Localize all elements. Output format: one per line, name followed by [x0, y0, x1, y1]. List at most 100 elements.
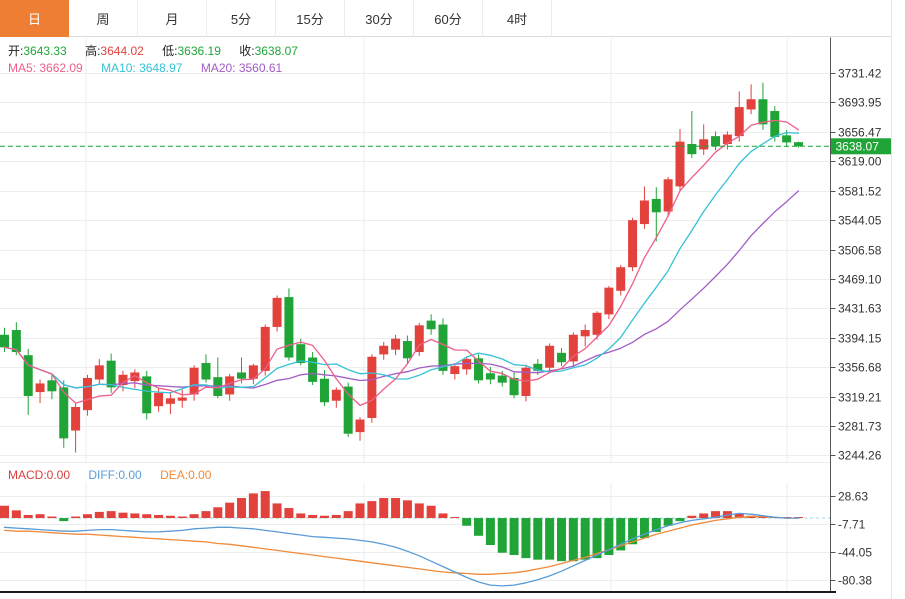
- candle-up: [616, 267, 626, 291]
- candle-up: [414, 325, 424, 353]
- macd-bar-up: [154, 514, 164, 519]
- macd-bar-up: [0, 505, 9, 519]
- candle-down: [533, 363, 543, 371]
- macd-bar-down: [497, 518, 507, 553]
- price-axis-label: 3469.10: [838, 273, 882, 287]
- macd-bar-up: [47, 516, 57, 519]
- candle-up: [462, 359, 472, 370]
- macd-bar-up: [130, 513, 140, 519]
- candle-down: [11, 330, 21, 353]
- macd-bar-up: [296, 513, 306, 519]
- candle-up: [82, 377, 92, 411]
- candle-down: [23, 355, 33, 396]
- candle-up: [118, 374, 128, 386]
- candle-down: [142, 376, 152, 414]
- candle-up: [580, 330, 590, 337]
- candle-up: [391, 338, 401, 350]
- candle-up: [592, 312, 602, 335]
- macd-bar-up: [142, 514, 152, 519]
- candle-down: [0, 334, 9, 348]
- candles-layer: [0, 82, 803, 453]
- ohlc-info: 开:3643.33 高:3644.02 低:3636.19 收:3638.07: [8, 42, 313, 59]
- current-price-badge: 3638.07: [831, 138, 891, 155]
- macd-bar-up: [71, 516, 81, 519]
- timeframe-tabbar: 日周月 5分 15分 30分 60分 4时: [0, 0, 891, 37]
- candle-up: [746, 99, 756, 110]
- price-axis-label: 3431.63: [838, 302, 882, 316]
- macd-bar-up: [391, 498, 401, 519]
- candle-up: [450, 366, 460, 375]
- macd-info: MACD:0.00 DIFF:0.00 DEA:0.00: [8, 468, 226, 482]
- ma-info: MA5: 3662.09 MA10: 3648.97 MA20: 3560.61: [8, 61, 297, 75]
- macd-bar-down: [663, 518, 673, 526]
- timeframe-tab-6[interactable]: 30分: [345, 0, 414, 37]
- candle-down: [319, 378, 329, 403]
- macd-bar-up: [414, 503, 424, 519]
- candle-down: [296, 344, 306, 364]
- macd-bar-up: [237, 498, 247, 519]
- macd-bar-down: [474, 518, 484, 536]
- candle-up: [663, 179, 673, 212]
- macd-bar-up: [402, 500, 412, 519]
- macd-bar-down: [556, 518, 566, 562]
- macd-bar-up: [94, 511, 104, 519]
- candle-up: [130, 372, 140, 382]
- candle-down: [758, 99, 768, 125]
- macd-bar-up: [11, 510, 21, 519]
- timeframe-tab-7[interactable]: 60分: [414, 0, 483, 37]
- macd-axis-label: -80.38: [838, 574, 872, 588]
- price-axis-label: 3506.58: [838, 244, 882, 258]
- candle-up: [35, 383, 45, 393]
- ma5-line: [3, 119, 800, 407]
- candle-down: [556, 352, 566, 363]
- macd-bar-up: [438, 513, 448, 519]
- macd-bar-up: [343, 511, 353, 519]
- macd-bar-up: [355, 503, 365, 519]
- candle-down: [343, 386, 353, 434]
- macd-bar-down: [604, 518, 614, 556]
- dea-value: DEA:0.00: [160, 468, 212, 482]
- macd-bar-down: [568, 518, 578, 562]
- macd-bar-up: [118, 512, 128, 519]
- timeframe-tab-2[interactable]: 周: [69, 0, 138, 37]
- macd-axis-label: 28.63: [838, 490, 868, 504]
- macd-bar-down: [616, 518, 626, 551]
- macd-bar-down: [59, 518, 69, 522]
- price-axis-label: 3394.15: [838, 332, 882, 346]
- timeframe-tab-8[interactable]: 4时: [483, 0, 552, 37]
- candle-up: [154, 392, 164, 407]
- macd-bar-up: [201, 511, 211, 519]
- candle-up: [272, 297, 282, 327]
- candle-up: [379, 345, 389, 355]
- timeframe-tab-3[interactable]: 月: [138, 0, 207, 37]
- macd-bar-down: [533, 518, 543, 560]
- macd-axis-label: -44.05: [838, 546, 872, 560]
- open-label: 开:: [8, 44, 24, 58]
- timeframe-tab-1[interactable]: 日: [0, 0, 69, 37]
- candle-down: [794, 142, 803, 147]
- price-axis-label: 3731.42: [838, 67, 882, 81]
- candle-up: [94, 365, 104, 380]
- macd-bar-down: [628, 518, 638, 545]
- ma5-value: MA5: 3662.09: [8, 61, 83, 75]
- price-axis-label: 3281.73: [838, 420, 882, 434]
- macd-bar-up: [260, 491, 270, 519]
- macd-bar-down: [639, 518, 649, 539]
- timeframe-tab-4[interactable]: 5分: [207, 0, 276, 37]
- ma10-value: MA10: 3648.97: [101, 61, 183, 75]
- price-axis-label: 3319.21: [838, 391, 882, 405]
- price-axis-label: 3693.95: [838, 96, 882, 110]
- candle-up: [355, 419, 365, 433]
- candle-up: [331, 389, 341, 401]
- macd-bar-up: [177, 516, 187, 519]
- candle-up: [189, 367, 199, 395]
- price-axis-label: 3244.26: [838, 449, 882, 463]
- timeframe-tab-5[interactable]: 15分: [276, 0, 345, 37]
- diff-line: [3, 512, 800, 587]
- high-value: 3644.02: [100, 44, 144, 58]
- macd-bar-up: [687, 515, 697, 519]
- candle-up: [165, 398, 175, 404]
- low-label: 低:: [162, 44, 178, 58]
